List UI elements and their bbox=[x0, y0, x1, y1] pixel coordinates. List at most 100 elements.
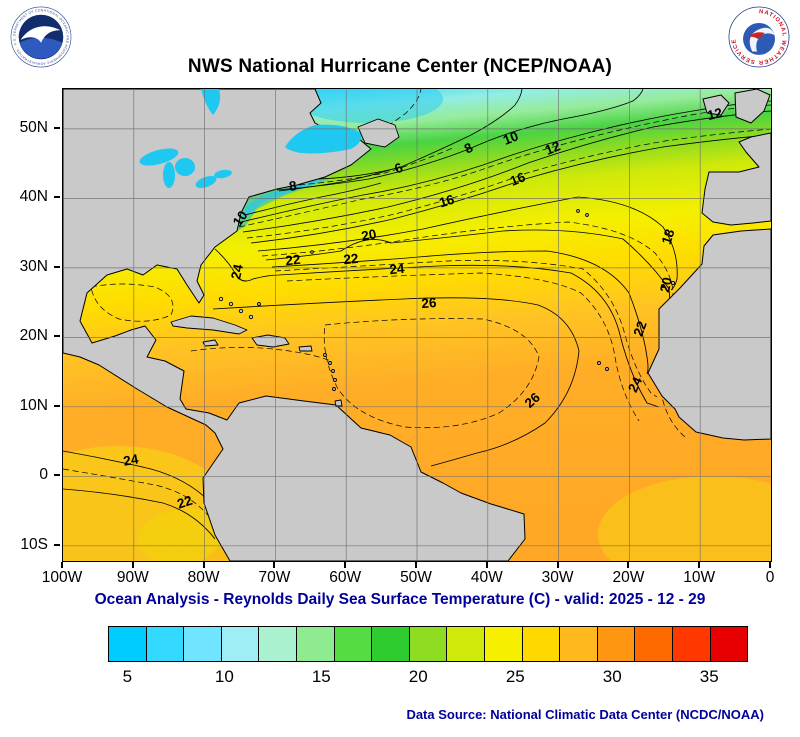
y-axis-label: 10S bbox=[20, 535, 48, 553]
east-atlantic-dashed bbox=[659, 342, 686, 438]
contour-label: 18 bbox=[659, 227, 678, 246]
noaa-ocean-shape bbox=[19, 37, 63, 59]
colorbar-tick-label: 5 bbox=[122, 667, 133, 686]
contour-label: 20 bbox=[657, 276, 675, 294]
map-caption: Ocean Analysis - Reynolds Daily Sea Surf… bbox=[94, 591, 706, 608]
y-tick bbox=[54, 265, 60, 268]
x-axis-label: 50W bbox=[400, 569, 432, 586]
contour-label: 22 bbox=[285, 252, 302, 268]
contour-label: 12 bbox=[706, 105, 724, 123]
y-tick bbox=[54, 335, 60, 338]
y-axis-label: 0 bbox=[39, 466, 48, 484]
x-axis-label: 10W bbox=[683, 569, 716, 586]
colorbar-cell bbox=[484, 627, 523, 661]
y-axis-label: 30N bbox=[19, 257, 48, 275]
x-axis-label: 20W bbox=[612, 569, 645, 586]
land-ireland bbox=[702, 94, 730, 116]
isotherm-pacific-22c bbox=[63, 488, 216, 540]
isotherm-18c bbox=[257, 196, 678, 291]
contour-label: 8 bbox=[288, 178, 298, 194]
cape-verde-1 bbox=[597, 361, 601, 365]
contour-label: 16 bbox=[508, 169, 528, 189]
isotherm-14c-dashed bbox=[246, 128, 771, 239]
labrador-cold-water bbox=[293, 89, 443, 123]
lesser-antilles-4 bbox=[333, 378, 337, 382]
x-tick bbox=[769, 562, 771, 568]
colorbar-cell bbox=[334, 627, 373, 661]
isotherm-20c bbox=[265, 229, 671, 323]
colorbar-tick-label: 35 bbox=[699, 667, 719, 686]
lesser-antilles-3 bbox=[331, 369, 335, 373]
isotherm-16c bbox=[250, 134, 771, 244]
island-cuba bbox=[170, 315, 248, 335]
land-europe bbox=[701, 132, 771, 226]
canary-2 bbox=[670, 280, 676, 286]
southeast-atlantic-cool bbox=[598, 476, 771, 561]
colorbar-cell bbox=[184, 627, 222, 661]
x-axis-label: 70W bbox=[258, 569, 291, 586]
pacific-cold-tongue bbox=[63, 446, 233, 561]
x-axis-label: 30W bbox=[541, 569, 574, 586]
landmasses bbox=[63, 89, 771, 561]
x-tick bbox=[61, 562, 63, 568]
map-frame: 6 8 8 10 10 12 12 16 16 18 20 20 22 22 24 24 26 22 24 26 24 2… bbox=[62, 88, 772, 562]
inland-water bbox=[139, 89, 362, 189]
lake-ontario bbox=[214, 169, 232, 179]
contour-label: 10 bbox=[501, 128, 521, 148]
contour-label: 24 bbox=[625, 374, 645, 394]
x-tick bbox=[698, 562, 701, 568]
colorbar-tick-label: 30 bbox=[602, 667, 622, 686]
noaa-gull-icon bbox=[20, 26, 61, 43]
contour-label: 12 bbox=[543, 138, 563, 158]
lesser-antilles-5 bbox=[332, 387, 336, 391]
y-axis-label: 40N bbox=[19, 188, 48, 206]
cape-verde-2 bbox=[605, 367, 609, 371]
isotherm-6c bbox=[318, 89, 523, 180]
nws-logo: NATIONAL WEATHER SERVICE bbox=[728, 6, 790, 68]
isotherm-22c bbox=[271, 250, 649, 375]
sst-colorbar bbox=[108, 626, 748, 662]
lesser-antilles-2 bbox=[328, 361, 332, 365]
x-axis-label: 60W bbox=[329, 569, 362, 586]
longitude-axis: 100W 90W 80W 70W 60W 50W 40W 30W 20W 10W 0 bbox=[42, 562, 774, 590]
isotherm-25c-dashed bbox=[286, 272, 640, 422]
y-axis-label: 10N bbox=[19, 396, 48, 414]
land-britain bbox=[734, 89, 771, 124]
colorbar-tick-label: 10 bbox=[214, 667, 234, 686]
land-americas bbox=[63, 89, 526, 561]
x-tick bbox=[202, 562, 205, 568]
gulf-stream-line-2 bbox=[244, 182, 382, 216]
colorbar-cell bbox=[635, 627, 673, 661]
isotherm-8c bbox=[276, 89, 644, 191]
x-tick bbox=[485, 562, 488, 568]
x-tick bbox=[344, 562, 347, 568]
land-africa bbox=[647, 228, 771, 441]
lesser-antilles-1 bbox=[323, 353, 327, 357]
colorbar-cell bbox=[372, 627, 410, 661]
contour-label: 22 bbox=[343, 251, 359, 267]
island-hispaniola bbox=[251, 334, 290, 348]
colorbar-cell bbox=[409, 627, 448, 661]
y-tick bbox=[54, 196, 60, 199]
y-tick bbox=[54, 404, 60, 407]
colorbar-cell bbox=[447, 627, 485, 661]
graticule bbox=[63, 89, 771, 561]
contour-label: 22 bbox=[631, 319, 650, 338]
lake-huron bbox=[175, 158, 195, 176]
contour-label: 24 bbox=[228, 262, 246, 280]
colorbar-cell bbox=[597, 627, 636, 661]
isotherm-12c bbox=[242, 110, 771, 233]
data-source-note: Data Source: National Climatic Data Cent… bbox=[406, 707, 764, 722]
x-tick bbox=[556, 562, 559, 568]
y-axis-label: 50N bbox=[19, 118, 48, 136]
bahamas-5 bbox=[257, 302, 261, 306]
colorbar-cell bbox=[109, 627, 147, 661]
isotherm-11c-dashed bbox=[238, 104, 771, 228]
lake-superior bbox=[139, 148, 179, 166]
contour-label: 16 bbox=[437, 192, 456, 211]
azores-2 bbox=[585, 213, 589, 217]
gulf-of-mexico-dashed bbox=[90, 283, 174, 322]
x-tick bbox=[415, 562, 417, 568]
